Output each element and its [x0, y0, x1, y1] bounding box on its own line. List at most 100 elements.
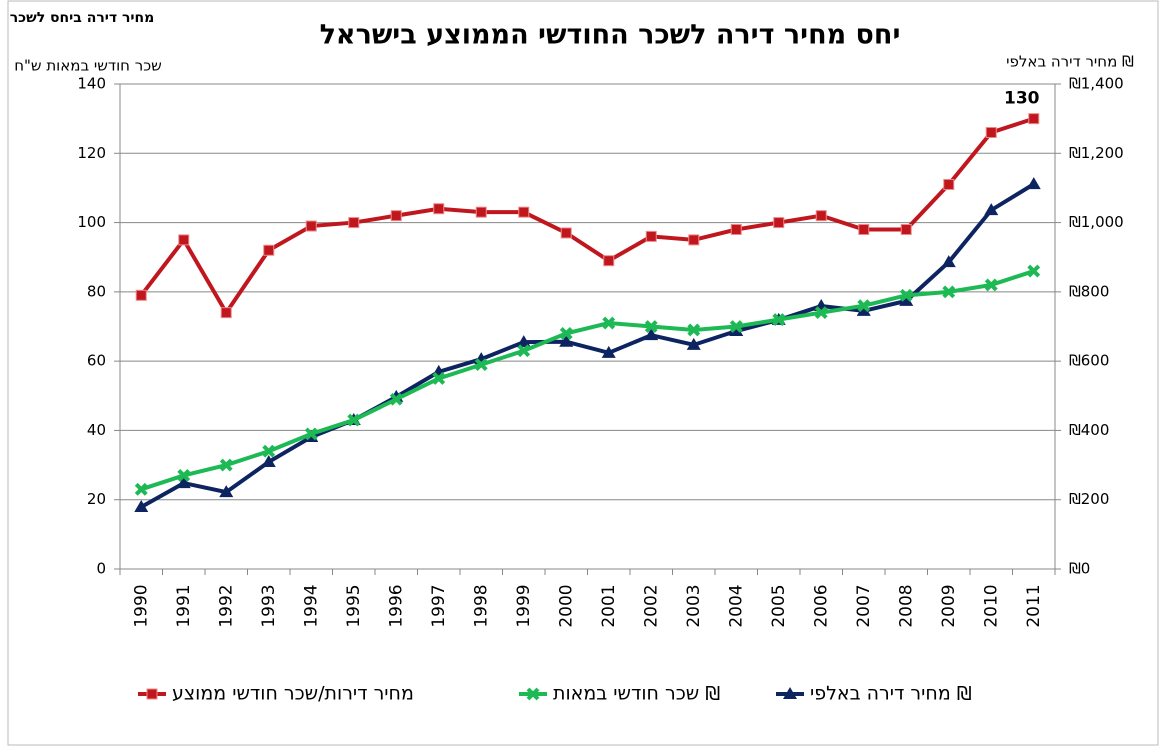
x-tick-label: 1999: [514, 584, 534, 627]
x-tick-label: 2002: [641, 584, 661, 627]
point: [942, 285, 956, 299]
point: [433, 203, 445, 215]
x-tick-label: 1995: [344, 584, 364, 627]
y2-tick-label: ₪0: [1069, 560, 1090, 578]
x-tick-label: 1991: [174, 584, 194, 627]
y2-tick-label: ₪800: [1069, 282, 1109, 300]
x-tick-label: 1990: [131, 584, 151, 627]
point: [772, 313, 786, 326]
x-tick-label: 1993: [259, 584, 279, 627]
point: [899, 288, 913, 302]
point: [219, 458, 233, 472]
x-tick-label: 2011: [1024, 584, 1044, 627]
chart-title: יחס מחיר דירה לשכר החודשי הממוצע בישראל: [320, 20, 901, 51]
x-tick-label: 2007: [854, 584, 874, 627]
legend-label: מחיר דירות/שכר חודשי ממוצע: [172, 683, 414, 705]
ratio-axis-title: מחיר דירה ביחס לשכר: [10, 10, 155, 26]
point: [390, 210, 402, 222]
point: [899, 293, 914, 306]
y-tick-label: 0: [96, 560, 106, 578]
y-tick-label: 100: [77, 213, 106, 231]
point: [516, 335, 531, 348]
point: [644, 320, 658, 333]
x-tick-label: 1994: [301, 584, 321, 627]
y-tick-label: 60: [87, 352, 106, 370]
x-tick-label: 2003: [684, 584, 704, 627]
point: [856, 303, 871, 316]
point: [1028, 113, 1040, 125]
legend-marker: [526, 687, 540, 701]
x-tick-label: 1997: [429, 584, 449, 627]
point: [602, 316, 616, 330]
point: [560, 227, 572, 239]
point: [347, 413, 361, 427]
x-tick-label: 2005: [769, 584, 789, 627]
point: [601, 345, 616, 358]
point: [730, 224, 742, 235]
point: [1026, 177, 1041, 190]
point: [263, 244, 275, 256]
point: [857, 299, 871, 313]
point: [518, 206, 530, 218]
point: [178, 234, 190, 246]
legend-label: מחיר דירה באלפי ₪: [810, 683, 972, 705]
y2-tick-label: ₪600: [1069, 352, 1109, 370]
point: [984, 278, 998, 292]
point: [814, 306, 828, 320]
point: [389, 392, 403, 406]
legend-marker: [146, 688, 158, 700]
y2-tick-label: ₪1,400: [1069, 75, 1124, 93]
series-line: [140, 182, 1035, 509]
point: [984, 203, 999, 216]
point: [261, 454, 276, 467]
y-tick-label: 120: [77, 144, 106, 162]
y-tick-label: 140: [77, 75, 106, 93]
point: [348, 217, 360, 229]
point: [941, 255, 956, 268]
series-line: [140, 269, 1035, 492]
point: [687, 323, 701, 337]
y-tick-label: 20: [87, 490, 106, 508]
chart-border: [7, 0, 1159, 746]
point: [176, 476, 191, 489]
point: [219, 485, 234, 498]
y2-axis-title: מחיר דירה באלפי ₪: [1006, 53, 1134, 71]
point: [134, 499, 149, 512]
point: [177, 469, 191, 482]
point: [262, 444, 276, 458]
point: [900, 224, 912, 235]
y2-tick-label: ₪1,000: [1069, 213, 1124, 231]
x-tick-label: 2006: [811, 584, 831, 627]
point: [603, 255, 615, 267]
y2-tick-label: ₪200: [1069, 490, 1109, 508]
y2-tick-label: ₪400: [1069, 421, 1109, 439]
point: [559, 327, 573, 340]
point: [858, 224, 870, 235]
legend-marker: [783, 687, 797, 699]
x-tick-label: 1992: [216, 584, 236, 627]
point: [688, 234, 700, 246]
point: [644, 328, 659, 341]
point: [773, 217, 785, 229]
y-tick-label: 40: [87, 421, 106, 439]
x-tick-label: 1996: [386, 584, 406, 627]
point: [432, 372, 446, 385]
point: [645, 230, 657, 242]
point: [686, 337, 701, 350]
point: [943, 178, 955, 190]
y2-tick-label: ₪1,200: [1069, 144, 1124, 162]
y-axis-title: שכר חודשי במאות ש"ח: [14, 57, 162, 75]
point: [517, 344, 531, 358]
point: [474, 358, 488, 372]
point: [729, 320, 743, 333]
point: [475, 206, 487, 218]
point: [985, 127, 997, 138]
x-tick-label: 2010: [981, 584, 1001, 627]
point: [305, 220, 317, 232]
x-tick-label: 2004: [726, 584, 746, 627]
point: [304, 427, 318, 441]
series-line: [139, 116, 1035, 317]
point: [135, 289, 147, 301]
point: [729, 324, 744, 337]
